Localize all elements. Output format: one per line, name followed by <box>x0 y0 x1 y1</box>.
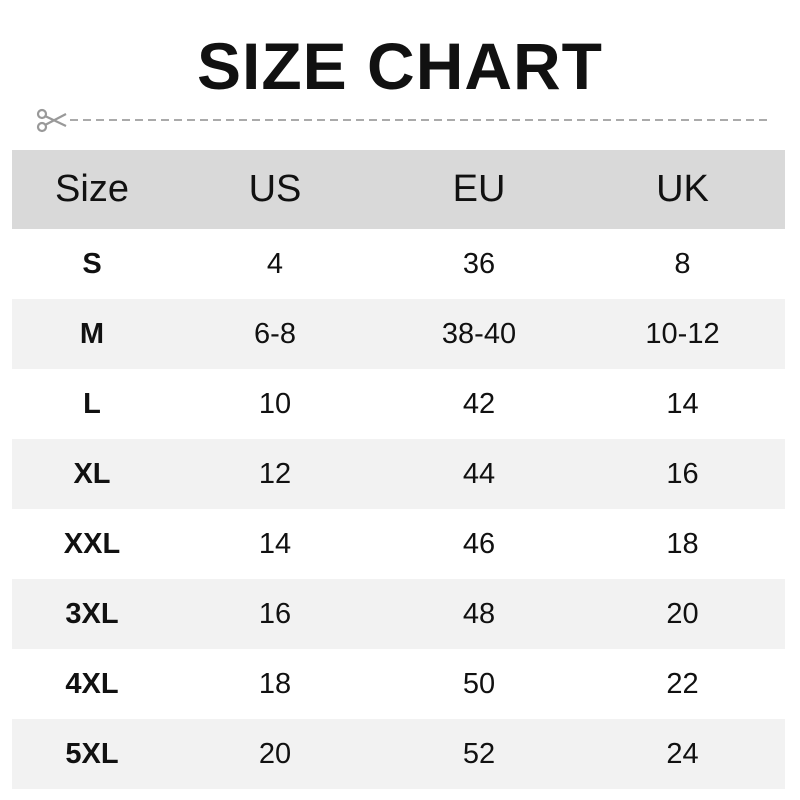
cell-uk: 22 <box>666 667 699 700</box>
size-table: Size US EU UK S 4 36 8 M 6-8 38-40 10-12 L 10 42 14… <box>12 150 785 789</box>
cell-us: 4 <box>266 247 284 280</box>
cell-eu: 50 <box>462 667 496 700</box>
header-eu: EU <box>452 168 506 210</box>
cell-uk: 18 <box>666 527 699 560</box>
header-us: US <box>248 168 302 210</box>
cell-eu: 44 <box>462 457 496 490</box>
cell-us: 16 <box>258 597 292 630</box>
cell-uk: 16 <box>666 457 699 490</box>
cell-eu: 48 <box>462 597 496 630</box>
cell-eu: 36 <box>462 247 496 280</box>
header-size: Size <box>55 168 129 210</box>
cell-size: 5XL <box>65 737 119 770</box>
cell-us: 10 <box>258 387 292 420</box>
cell-uk: 10-12 <box>645 317 720 350</box>
cell-us: 14 <box>258 527 292 560</box>
cut-line <box>36 108 768 133</box>
cell-size: L <box>83 387 101 420</box>
cell-size: XXL <box>63 527 121 560</box>
cell-eu: 38-40 <box>441 317 517 350</box>
cell-us: 18 <box>258 667 292 700</box>
table-row: 4XL 18 50 22 <box>12 649 785 719</box>
table-header: Size US EU UK <box>12 150 785 229</box>
cell-uk: 24 <box>666 737 699 770</box>
cell-uk: 20 <box>666 597 699 630</box>
cell-size: 4XL <box>65 667 119 700</box>
cell-eu: 42 <box>462 387 496 420</box>
table-row: XXL 14 46 18 <box>12 509 785 579</box>
cell-size: 3XL <box>65 597 119 630</box>
cell-us: 6-8 <box>254 317 296 350</box>
header-uk: UK <box>656 168 709 210</box>
cell-uk: 8 <box>674 247 691 280</box>
table-row: M 6-8 38-40 10-12 <box>12 299 785 369</box>
table-row: L 10 42 14 <box>12 369 785 439</box>
cell-size: XL <box>73 457 111 490</box>
table-row: 5XL 20 52 24 <box>12 719 785 789</box>
table-row: S 4 36 8 <box>12 229 785 299</box>
table-row: XL 12 44 16 <box>12 439 785 509</box>
cell-us: 12 <box>258 457 292 490</box>
cell-size: M <box>79 317 105 350</box>
page-title: SIZE CHART <box>197 29 603 103</box>
cell-eu: 52 <box>462 737 496 770</box>
cell-eu: 46 <box>462 527 496 560</box>
cell-us: 20 <box>258 737 292 770</box>
scissors-icon <box>36 108 67 133</box>
table-row: 3XL 16 48 20 <box>12 579 785 649</box>
cell-size: S <box>82 247 102 280</box>
cell-uk: 14 <box>666 387 699 420</box>
